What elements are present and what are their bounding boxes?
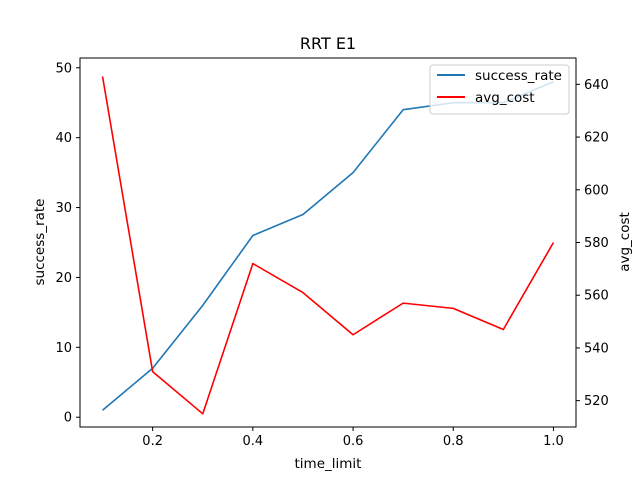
legend-label-avg-cost: avg_cost bbox=[475, 90, 535, 106]
y2-tick-label: 600 bbox=[584, 183, 609, 198]
x-tick-label: 0.6 bbox=[343, 434, 364, 449]
y-tick-label: 40 bbox=[55, 131, 72, 146]
y2-tick-label: 620 bbox=[584, 131, 609, 146]
y2-tick-label: 560 bbox=[584, 289, 609, 304]
chart-title: RRT E1 bbox=[300, 34, 356, 53]
y-tick-label: 10 bbox=[55, 341, 72, 356]
legend: success_rate avg_cost bbox=[429, 64, 570, 115]
y2-tick-label: 580 bbox=[584, 236, 609, 251]
series-line-avg-cost bbox=[101, 76, 555, 415]
y-tick-label: 20 bbox=[55, 271, 72, 286]
y2-axis-label: avg_cost bbox=[617, 212, 633, 272]
y2-tick-label: 520 bbox=[584, 394, 609, 409]
legend-box bbox=[429, 64, 570, 115]
y-axis-label: success_rate bbox=[32, 199, 48, 286]
x-tick-label: 0.8 bbox=[443, 434, 464, 449]
y2-tick-label: 540 bbox=[584, 341, 609, 356]
x-axis-label: time_limit bbox=[295, 456, 362, 472]
ticks-layer: 0.2 0.4 0.6 0.8 1.0 0 10 20 30 40 50 520 540 560 580 60… bbox=[55, 61, 608, 449]
y-tick-label: 30 bbox=[55, 201, 72, 216]
y-tick-label: 50 bbox=[55, 61, 72, 76]
x-tick-label: 1.0 bbox=[543, 434, 564, 449]
plot-area bbox=[80, 58, 576, 427]
x-tick-label: 0.4 bbox=[243, 434, 264, 449]
legend-label-success-rate: success_rate bbox=[475, 68, 562, 84]
y2-tick-label: 640 bbox=[584, 78, 609, 93]
x-tick-label: 0.2 bbox=[142, 434, 163, 449]
plot-frame bbox=[79, 57, 577, 428]
y-tick-label: 0 bbox=[64, 411, 72, 426]
